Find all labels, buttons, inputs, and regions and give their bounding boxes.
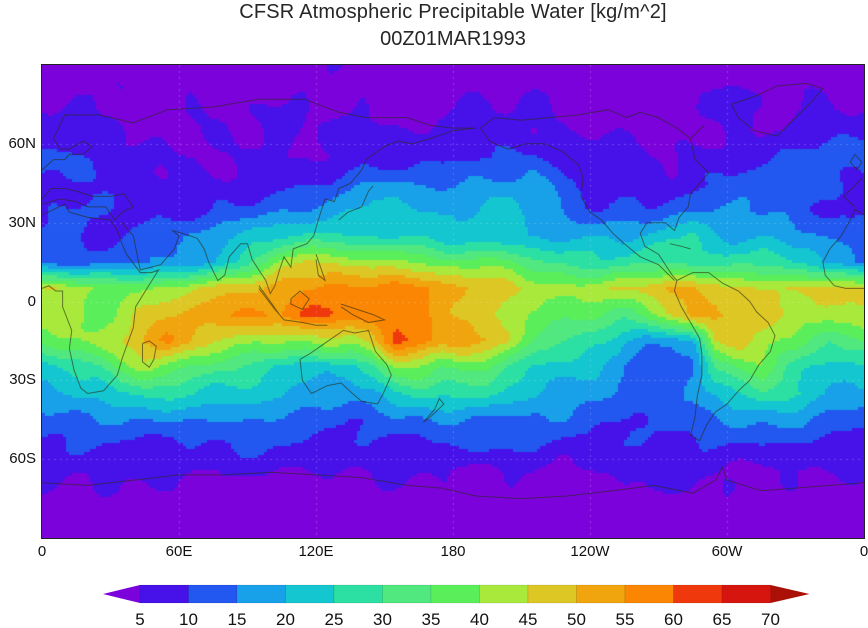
x-tick-label: 0 [859, 543, 868, 560]
colorbar-tick-label: 10 [179, 610, 198, 628]
chart-title: CFSR Atmospheric Precipitable Water [kg/… [239, 1, 667, 23]
colorbar-segment [333, 584, 383, 604]
colorbar-tick-label: 60 [664, 610, 683, 628]
y-tick-label: 60N [8, 134, 36, 152]
y-tick-label: 30N [8, 213, 36, 231]
x-tick-label: 60E [165, 543, 193, 560]
colorbar-segment [188, 584, 238, 604]
colorbar-segment [479, 584, 529, 604]
colorbar-left-arrow [103, 585, 140, 603]
colorbar-segment [382, 584, 432, 604]
colorbar-tick-label: 70 [761, 610, 780, 628]
y-tick-label: 0 [27, 292, 36, 310]
colorbar-segment [576, 584, 626, 604]
x-tick-label: 120E [298, 543, 334, 560]
x-tick-label: 180 [440, 543, 466, 560]
colorbar-segment [624, 584, 674, 604]
x-tick-label: 120W [570, 543, 610, 560]
colorbar-tick-label: 50 [567, 610, 586, 628]
y-tick-label: 60S [9, 450, 36, 468]
colorbar-tick-label: 55 [616, 610, 635, 628]
colorbar-segment [430, 584, 480, 604]
colorbar-tick-label: 30 [373, 610, 392, 628]
x-tick-label: 0 [37, 543, 47, 560]
colorbar-tick-label: 20 [276, 610, 295, 628]
colorbar-tick-label: 40 [470, 610, 489, 628]
colorbar-scale: 5 10 15 20 25 30 35 40 45 50 55 60 65 70 [103, 584, 810, 628]
colorbar-tick-label: 65 [713, 610, 732, 628]
chart-subtitle: 00Z01MAR1993 [380, 28, 526, 50]
colorbar-tick-label: 35 [422, 610, 441, 628]
colorbar-segment [527, 584, 577, 604]
colorbar-segment [721, 584, 771, 604]
colorbar-segment [673, 584, 723, 604]
colorbar-tick-label: 25 [325, 610, 344, 628]
y-tick-label: 30S [9, 371, 36, 389]
x-tick-label: 60W [711, 543, 743, 560]
colorbar-right-arrow [770, 585, 810, 603]
map-plot-area [41, 64, 865, 539]
colorbar-tick-label: 45 [519, 610, 538, 628]
colorbar-tick-label: 5 [135, 610, 144, 628]
colorbar-tick-label: 15 [228, 610, 247, 628]
precipitable-water-heatmap [42, 65, 864, 538]
colorbar: 5 10 15 20 25 30 35 40 45 50 55 60 65 70 [0, 578, 868, 628]
colorbar-segment [236, 584, 286, 604]
colorbar-segment [139, 584, 189, 604]
colorbar-segment [285, 584, 335, 604]
